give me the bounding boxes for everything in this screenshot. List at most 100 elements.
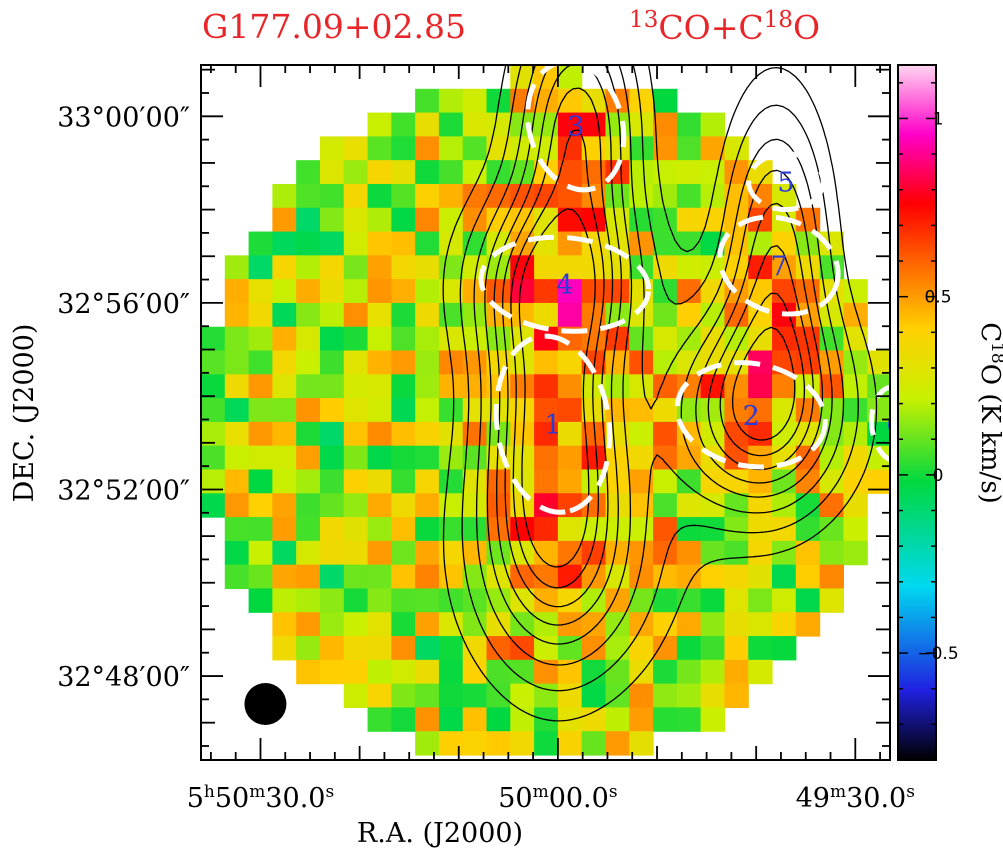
map-pixel <box>438 540 464 566</box>
map-pixel <box>486 279 511 304</box>
map-pixel <box>581 612 607 637</box>
contour-level <box>510 129 806 589</box>
map-pixel <box>319 350 345 375</box>
map-pixel <box>819 326 844 352</box>
map-pixel <box>581 160 607 185</box>
map-pixel <box>343 612 369 637</box>
clump-ellipse <box>525 65 627 193</box>
map-pixel <box>319 183 345 209</box>
map-pixel <box>486 326 511 352</box>
map-pixel <box>510 398 535 423</box>
map-pixel <box>748 564 773 590</box>
map-pixel <box>367 350 392 375</box>
map-pixel <box>343 207 369 233</box>
map-pixel <box>438 374 464 399</box>
map-pixel <box>700 255 726 280</box>
map-pixel <box>581 445 607 471</box>
map-pixel <box>772 612 797 637</box>
clump-ellipse <box>869 384 890 464</box>
map-pixel <box>248 469 273 494</box>
map-pixel <box>534 445 559 471</box>
map-pixel <box>605 731 630 756</box>
map-pixel <box>343 683 369 708</box>
map-pixel <box>581 731 607 756</box>
map-pixel <box>772 255 797 280</box>
map-pixel <box>462 493 488 518</box>
map-pixel <box>653 588 678 613</box>
map-pixel <box>653 659 678 685</box>
map-pixel <box>843 445 868 471</box>
map-pixel <box>700 707 726 732</box>
map-pixel <box>367 279 392 304</box>
map-pixel <box>224 398 250 423</box>
map-pixel <box>201 374 226 399</box>
map-pixel <box>653 302 678 328</box>
map-pixel <box>486 731 511 756</box>
map-pixel <box>676 659 702 685</box>
map-pixel <box>296 493 321 518</box>
map-pixel <box>795 612 821 637</box>
map-pixel <box>653 636 678 661</box>
map-pixel <box>629 612 654 637</box>
map-pixel <box>438 88 464 114</box>
map-pixel <box>772 517 797 542</box>
map-pixel <box>391 493 416 518</box>
map-pixel <box>557 731 583 756</box>
map-pixel <box>557 421 583 447</box>
map-pixel <box>653 88 678 114</box>
map-pixel <box>367 517 392 542</box>
map-pixel <box>438 493 464 518</box>
map-pixel <box>415 588 440 613</box>
map-pixel <box>510 374 535 399</box>
map-pixel <box>676 136 702 161</box>
map-pixel <box>748 398 773 423</box>
map-pixel <box>343 279 369 304</box>
colorbar-tick-label: 1 <box>933 109 944 129</box>
clump-label: 1 <box>544 410 561 441</box>
map-pixel <box>272 255 297 280</box>
map-pixel <box>772 421 797 447</box>
source-title: G177.09+02.85 <box>202 7 466 46</box>
map-pixel <box>367 112 392 137</box>
x-tick-label: 5h50m30.0s <box>187 782 334 814</box>
map-pixel <box>438 588 464 613</box>
map-pixel <box>391 588 416 613</box>
map-pixel <box>700 612 726 637</box>
map-pixel <box>272 612 297 637</box>
map-pixel <box>557 469 583 494</box>
map-pixel <box>438 707 464 732</box>
map-pixel <box>248 588 273 613</box>
map-pixel <box>391 636 416 661</box>
map-pixel <box>296 421 321 447</box>
map-pixel <box>700 160 726 185</box>
map-pixel <box>391 255 416 280</box>
map-pixel <box>534 421 559 447</box>
map-pixel <box>629 136 654 161</box>
map-pixel <box>748 588 773 613</box>
clump-label: 6 <box>886 410 903 441</box>
map-pixel <box>653 231 678 256</box>
map-pixel <box>343 326 369 352</box>
map-pixel <box>843 540 868 566</box>
map-pixel <box>462 540 488 566</box>
map-pixel <box>629 707 654 732</box>
map-pixel <box>438 659 464 685</box>
beam-layer <box>244 683 287 726</box>
map-pixel <box>605 279 630 304</box>
map-pixel <box>676 326 702 352</box>
map-pixel <box>415 612 440 637</box>
map-pixel <box>391 279 416 304</box>
map-pixel <box>415 207 440 233</box>
map-pixel <box>415 493 440 518</box>
map-pixel <box>343 421 369 447</box>
map-pixel <box>415 88 440 114</box>
map-pixel <box>415 302 440 328</box>
map-pixel <box>605 564 630 590</box>
map-pixel <box>248 326 273 352</box>
map-pixel <box>534 636 559 661</box>
map-pixel <box>724 398 749 423</box>
map-pixel <box>248 517 273 542</box>
map-pixel <box>843 398 868 423</box>
map-pixel <box>391 398 416 423</box>
